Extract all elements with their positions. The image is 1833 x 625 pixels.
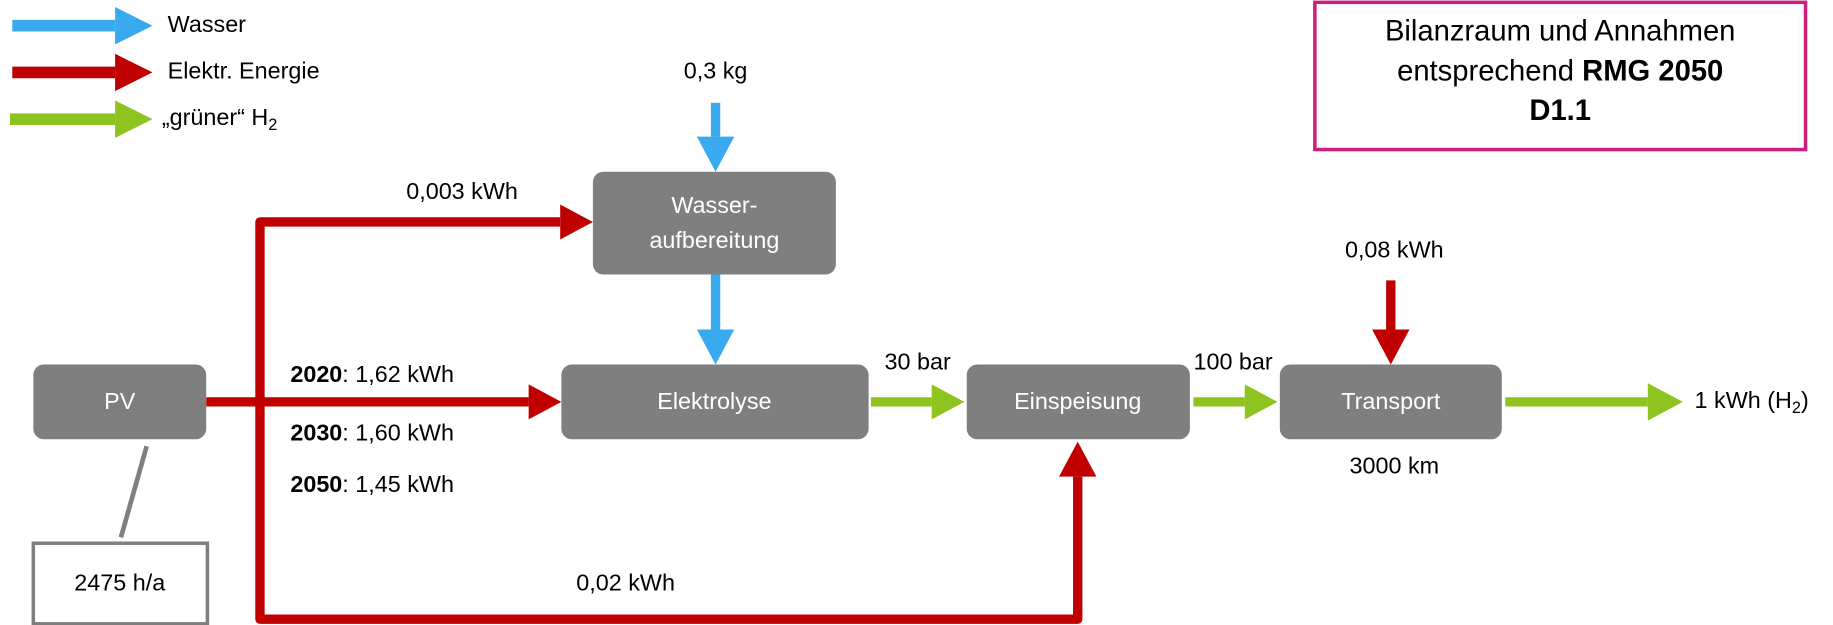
note-bold: RMG 2050: [1582, 55, 1723, 87]
year: 2030: [290, 420, 342, 446]
node-box: [1279, 364, 1502, 440]
legend-sub: 2: [268, 116, 277, 134]
flow-label: 3000 km: [1350, 452, 1440, 478]
arrow: [696, 136, 735, 172]
energy: : 1,60 kWh: [342, 420, 454, 446]
node-label: aufbereitung: [649, 227, 779, 253]
connector: [118, 445, 149, 539]
year: 2050: [290, 471, 342, 497]
legend-text: „grüner“ H: [162, 104, 268, 130]
flow-label: 0,003 kWh: [406, 178, 518, 204]
arrow: [115, 53, 153, 92]
node-box: [966, 364, 1190, 440]
arrow: [1647, 383, 1683, 421]
node-label: Elektrolyse: [657, 388, 771, 414]
output-sub: 2: [1792, 399, 1801, 417]
note-box: [1313, 0, 1808, 152]
legend-label: Elektr. Energie: [168, 58, 320, 84]
legend-label: Wasser: [168, 11, 247, 37]
node-box: [592, 171, 836, 275]
arrow: [931, 384, 965, 420]
flow-label: 2050: 1,45 kWh: [290, 471, 454, 497]
flow-label: 0,02 kWh: [576, 569, 675, 595]
note-text: entsprechend: [1397, 55, 1574, 87]
arrow: [115, 7, 153, 45]
node-label: Transport: [1341, 388, 1441, 414]
year: 2020: [290, 361, 342, 387]
arrow: [255, 401, 1083, 624]
flow-label: 100 bar: [1193, 348, 1272, 374]
node-label: PV: [104, 388, 136, 414]
output-close: ): [1801, 387, 1809, 413]
legend-label: „grüner“ H2: [162, 104, 278, 134]
output-label: 1 kWh (H2): [1695, 387, 1809, 417]
flow-label: 0,3 kg: [684, 58, 748, 84]
arrow: [1059, 441, 1097, 477]
pv-hours: 2475 h/a: [74, 569, 165, 595]
energy: : 1,62 kWh: [342, 361, 454, 387]
output-text: 1 kWh (H: [1695, 387, 1792, 413]
node-box: [561, 364, 869, 440]
node-label: Einspeisung: [1014, 388, 1141, 414]
energy: : 1,45 kWh: [342, 471, 454, 497]
pv-hours-box: [31, 541, 210, 625]
note-line: Bilanzraum und Annahmen: [1385, 15, 1735, 47]
arrow: [1244, 384, 1278, 420]
note-line: D1.1: [1529, 95, 1591, 127]
note-line: entsprechend RMG 2050: [1397, 55, 1723, 87]
node-label: Wasser-: [671, 192, 757, 218]
arrow: [115, 100, 153, 138]
arrow: [528, 384, 562, 420]
arrow: [560, 204, 593, 240]
flow-label: 2030: 1,60 kWh: [290, 420, 454, 446]
flow-label: 2020: 1,62 kWh: [290, 361, 454, 387]
arrows: [9, 7, 1683, 624]
flow-label: 30 bar: [885, 348, 951, 374]
arrow: [255, 217, 561, 402]
flow-label: 0,08 kWh: [1345, 236, 1444, 262]
node-box: [33, 364, 207, 440]
arrow: [696, 329, 735, 365]
arrow: [1372, 329, 1410, 365]
